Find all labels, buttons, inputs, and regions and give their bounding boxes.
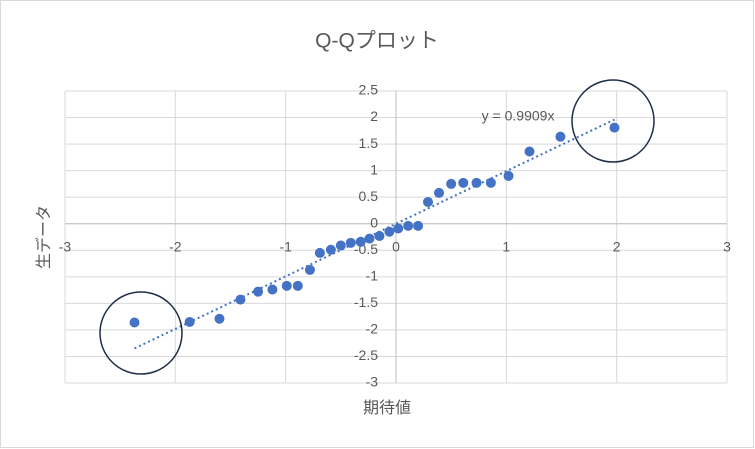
x-axis-title: 期待値	[363, 399, 411, 417]
highlight-circle	[99, 291, 183, 375]
plot-area: -3-2.5-2-1.5-1-0.500.511.522.5-3 -2 -1 0 1 2 3…	[59, 82, 731, 390]
y-tick-label: 2.5	[359, 82, 379, 98]
data-point	[485, 177, 496, 188]
y-tick-label: -3	[366, 374, 379, 390]
y-tick-label: -2.5	[354, 347, 378, 363]
data-point	[471, 177, 482, 188]
data-point	[555, 131, 566, 142]
data-point	[129, 317, 140, 328]
data-point	[267, 284, 278, 295]
data-point	[214, 313, 225, 324]
data-point	[281, 280, 292, 291]
x-tick-label: 0	[392, 238, 400, 254]
data-point	[422, 196, 433, 207]
y-tick-label: -2	[366, 321, 379, 337]
data-point	[345, 237, 356, 248]
data-point	[235, 294, 246, 305]
x-tick-label: -3	[59, 238, 72, 254]
y-tick-label: 1	[370, 161, 378, 177]
data-point	[325, 244, 336, 255]
y-tick-label: 1.5	[359, 135, 379, 151]
y-tick-label: 2	[370, 108, 378, 124]
data-point	[384, 226, 395, 237]
data-point	[434, 187, 445, 198]
data-point	[458, 177, 469, 188]
y-tick-label: -1	[366, 268, 379, 284]
data-point	[503, 170, 514, 181]
data-point	[314, 247, 325, 258]
x-tick-label: 2	[613, 238, 621, 254]
y-tick-label: 0	[370, 214, 378, 230]
x-tick-label: -1	[279, 238, 292, 254]
x-tick-label: 1	[502, 238, 510, 254]
trendline-label: y = 0.9909x	[482, 107, 555, 123]
data-point	[184, 316, 195, 327]
data-point	[335, 240, 346, 251]
chart-title: Q-Qプロット	[315, 30, 439, 53]
data-point	[304, 264, 315, 275]
data-point	[446, 178, 457, 189]
y-tick-label: -1.5	[354, 294, 378, 310]
x-tick-label: 3	[723, 238, 731, 254]
data-point	[355, 236, 366, 247]
data-point	[413, 220, 424, 231]
data-point	[364, 233, 375, 244]
highlight-circle	[571, 79, 655, 163]
x-tick-label: -2	[169, 238, 182, 254]
data-point	[253, 286, 264, 297]
data-point	[609, 122, 620, 133]
data-point	[403, 220, 414, 231]
trendline	[134, 118, 615, 350]
data-point	[374, 230, 385, 241]
data-point	[393, 223, 404, 234]
data-point	[524, 146, 535, 157]
y-axis-title: 生データ	[34, 205, 53, 269]
data-point	[292, 280, 303, 291]
y-tick-label: 0.5	[359, 188, 379, 204]
